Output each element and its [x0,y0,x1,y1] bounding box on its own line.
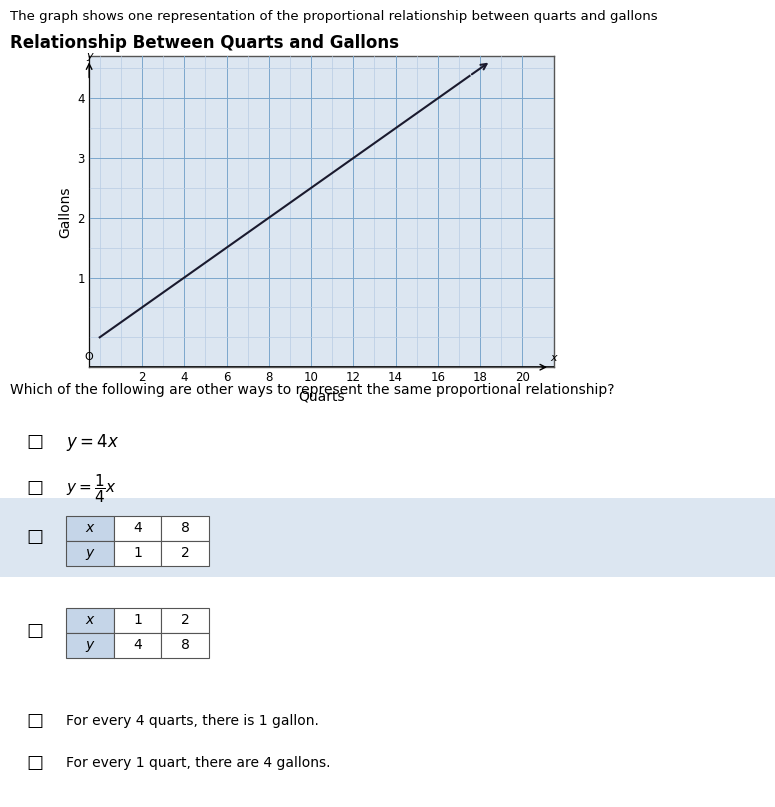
Text: □: □ [26,433,43,451]
Text: □: □ [26,529,43,546]
Text: □: □ [26,622,43,640]
Text: Which of the following are other ways to represent the same proportional relatio: Which of the following are other ways to… [10,383,615,397]
Text: x: x [550,353,556,363]
Text: □: □ [26,479,43,497]
Text: The graph shows one representation of the proportional relationship between quar: The graph shows one representation of th… [10,10,658,23]
Text: O: O [84,352,93,362]
X-axis label: Quarts: Quarts [298,390,345,404]
Text: For every 1 quart, there are 4 gallons.: For every 1 quart, there are 4 gallons. [66,755,330,770]
Text: y: y [86,52,92,61]
Text: □: □ [26,712,43,730]
Y-axis label: Gallons: Gallons [58,186,72,237]
Text: $y = \dfrac{1}{4}x$: $y = \dfrac{1}{4}x$ [66,472,117,504]
Text: □: □ [26,754,43,771]
Text: $y = 4x$: $y = 4x$ [66,432,119,453]
Text: For every 4 quarts, there is 1 gallon.: For every 4 quarts, there is 1 gallon. [66,713,319,728]
Text: Relationship Between Quarts and Gallons: Relationship Between Quarts and Gallons [10,34,399,52]
